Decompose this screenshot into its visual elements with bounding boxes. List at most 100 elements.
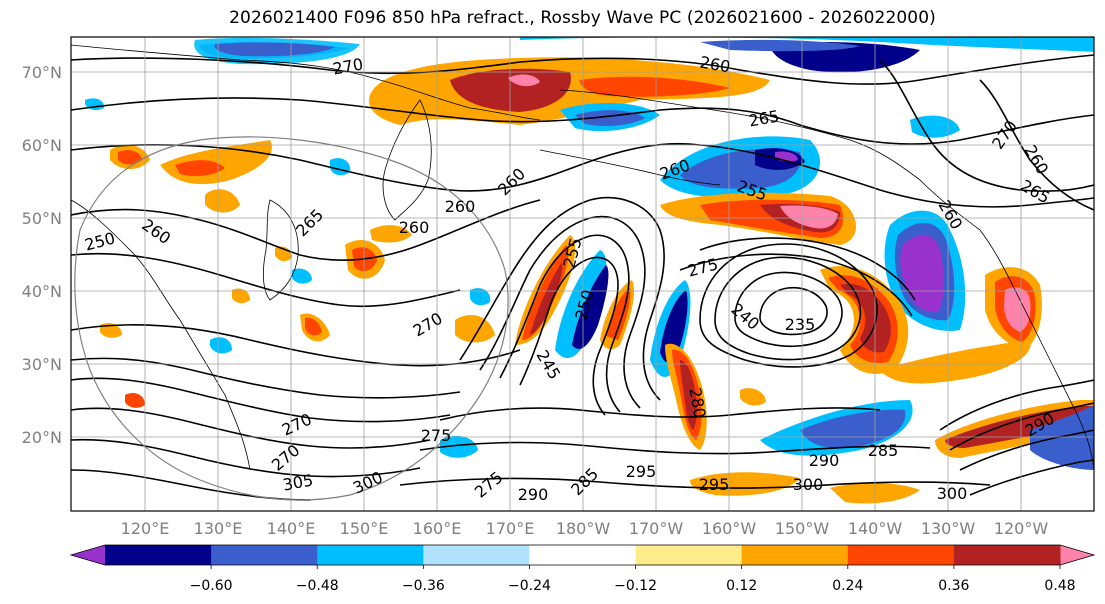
coast-na-west: [979, 229, 1094, 471]
shade-skyblue-ne: [520, 37, 1094, 52]
shade-skyblue-west-4: [210, 337, 232, 354]
shaded-field: [85, 37, 1094, 504]
contour-1: [71, 54, 1094, 85]
lat-tick-label: 40°N: [22, 282, 62, 301]
contour-6: [71, 323, 521, 367]
colorbar-segment: [847, 545, 955, 565]
shade-orange-west-9: [100, 323, 122, 338]
colorbar-outline: [69, 544, 1096, 566]
shade-skyblue-west-3: [292, 268, 312, 284]
lon-tick-label: 170°W: [629, 519, 684, 538]
contour-4: [71, 199, 541, 261]
great-circle: [74, 136, 509, 501]
contour-16: [679, 253, 913, 317]
shade-orangered-wave-1: [522, 245, 569, 340]
lon-tick-label: 150°W: [775, 519, 830, 538]
lat-tick-label: 20°N: [22, 428, 62, 447]
contour-23: [969, 459, 1094, 496]
shade-red-wave-5: [680, 360, 697, 430]
colorbar-segment: [635, 545, 743, 565]
coast-japan: [262, 199, 299, 301]
shade-orangered-west-6: [305, 317, 322, 336]
colorbar-tick-label: 0.24: [832, 578, 863, 594]
lon-tick-label: 150°E: [340, 519, 389, 538]
shade-orangered-west-1: [118, 150, 142, 165]
contour-19: [399, 477, 991, 489]
longitude-labels: 120°E 130°E 140°E 150°E 160°E 170°E 180°W 170°W…: [121, 519, 1049, 538]
contour-label: 260: [399, 218, 430, 237]
contour-label: 300: [937, 484, 968, 503]
colorbar-tick-label: 0.36: [938, 578, 969, 594]
contour-9: [71, 407, 431, 449]
shade-skyblue-west-5: [440, 435, 478, 458]
contour-10: [71, 438, 421, 478]
lon-tick-label: 160°W: [702, 519, 757, 538]
colorbar-segment: [741, 545, 849, 565]
colorbar-segment: [317, 545, 424, 565]
coast-asia-east: [71, 199, 251, 471]
shade-orange-west-5: [370, 225, 412, 243]
shade-red-arc: [840, 283, 891, 353]
colorbar-segment: [105, 545, 212, 565]
colorbar-tick-label: 0.12: [726, 578, 757, 594]
shade-orangered-west-10: [125, 393, 145, 408]
contour-14: [499, 234, 630, 413]
colorbar-extend-low: [71, 545, 105, 565]
coast-kamchatka: [382, 99, 432, 221]
colorbar-tick-label: 0.48: [1044, 578, 1075, 594]
colorbar-tick-label: −0.48: [296, 578, 339, 594]
lon-tick-label: 140°W: [848, 519, 903, 538]
contour-label: 290: [518, 485, 549, 504]
latitude-labels: 70°N 60°N 50°N 40°N 30°N 20°N: [22, 63, 62, 447]
contour-15b: [699, 237, 916, 301]
contour-13: [479, 215, 646, 409]
contour-label: 235: [785, 315, 816, 334]
shade-blue-south: [800, 409, 906, 448]
lon-tick-label: 120°E: [121, 519, 170, 538]
shade-orangered-north: [580, 76, 730, 97]
shade-skyblue-far-ne: [910, 115, 960, 138]
colorbar-segment: [953, 545, 1061, 565]
colorbar-segment: [529, 545, 637, 565]
shade-blue-lower-right: [1030, 405, 1094, 470]
shade-red-north: [450, 68, 571, 112]
contour-label: 260: [445, 197, 476, 216]
shade-skyblue-west-6: [470, 288, 491, 306]
contour-low-core: [759, 286, 828, 336]
lon-tick-label: 170°E: [486, 519, 535, 538]
colorbar-extend-high: [1060, 545, 1094, 565]
shade-orangered-west-2: [175, 160, 225, 176]
shade-pink-ne-coast: [1004, 287, 1031, 332]
shade-orangered-wave-3: [606, 288, 631, 340]
figure-title: 2026021400 F096 850 hPa refract., Rossby…: [229, 8, 936, 28]
shade-red-wave-1: [530, 262, 563, 335]
shade-blue-ne: [700, 39, 860, 52]
contour-label: 275: [421, 426, 452, 445]
contour-label: 295: [699, 475, 730, 494]
contour-24: [879, 59, 1094, 192]
coast-aleutians: [539, 149, 721, 186]
lat-tick-label: 50°N: [22, 209, 62, 228]
shade-navy-wave-2: [572, 265, 609, 349]
shade-orange-south-2: [690, 472, 800, 496]
contour-20: [939, 379, 1094, 431]
lat-tick-label: 70°N: [22, 63, 62, 82]
colorbar-segment: [211, 545, 318, 565]
colorbar-tick-label: −0.36: [402, 578, 445, 594]
colorbar: −0.60 −0.48 −0.36 −0.24 −0.12 0.12 0.24 0.36 0.4…: [69, 544, 1096, 594]
coast-asia-north: [71, 44, 541, 121]
contour-15: [519, 256, 619, 416]
lon-tick-label: 160°E: [413, 519, 462, 538]
lon-tick-label: 120°W: [994, 519, 1049, 538]
lon-tick-label: 140°E: [267, 519, 316, 538]
shade-skyblue-wave-2: [555, 250, 607, 359]
lon-tick-label: 130°W: [921, 519, 976, 538]
map-frame: [70, 36, 1095, 512]
contour-low-inner: [734, 271, 843, 348]
colorbar-tick-label: −0.60: [190, 578, 233, 594]
lat-tick-label: 30°N: [22, 355, 62, 374]
contour-low-outer: [699, 243, 878, 368]
